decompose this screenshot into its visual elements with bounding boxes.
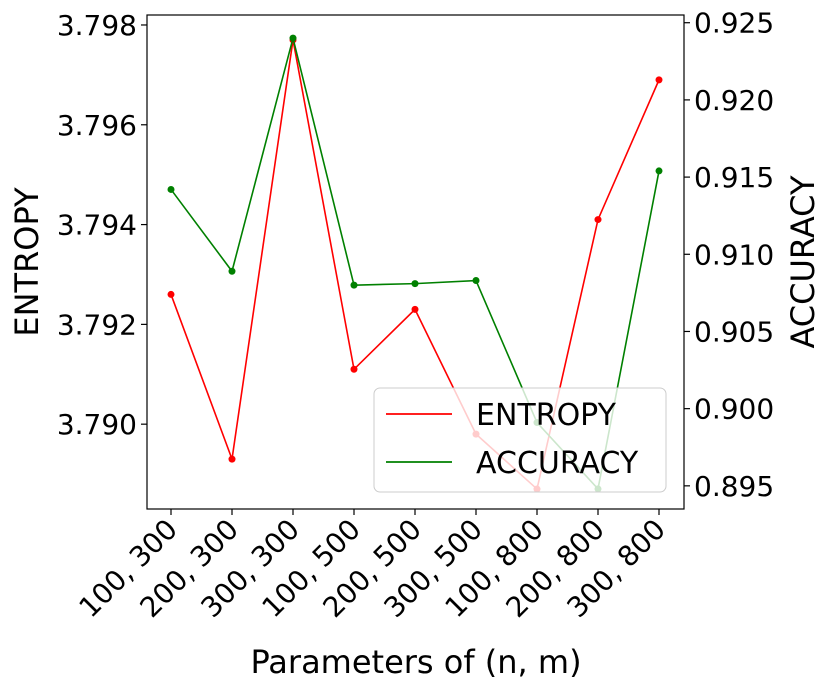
- right-y-tick-label: 0.895: [694, 470, 774, 503]
- data-point-entropy: [228, 455, 236, 463]
- x-axis-title: Parameters of (n, m): [250, 643, 581, 681]
- data-point-accuracy: [350, 281, 358, 289]
- right-y-tick-label: 0.910: [694, 238, 774, 271]
- data-point-entropy: [594, 216, 602, 224]
- data-point-entropy: [655, 76, 663, 84]
- data-point-accuracy: [289, 34, 297, 42]
- legend-label: ACCURACY: [476, 446, 639, 481]
- legend-label: ENTROPY: [476, 398, 617, 433]
- left-y-tick-label: 3.794: [57, 209, 137, 242]
- legend: ENTROPY ACCURACY: [373, 387, 667, 493]
- data-point-accuracy: [472, 277, 480, 285]
- right-y-tick-label: 0.920: [694, 84, 774, 117]
- data-point-accuracy: [655, 167, 663, 175]
- left-y-tick-label: 3.796: [57, 109, 137, 142]
- right-y-tick-label: 0.900: [694, 393, 774, 426]
- left-y-tick-label: 3.790: [57, 408, 137, 441]
- data-point-entropy: [411, 305, 419, 313]
- data-point-accuracy: [167, 185, 175, 193]
- right-y-axis: 0.895 0.900 0.905 0.910 0.915 0.920 0.925: [684, 7, 774, 503]
- left-y-axis: 3.790 3.792 3.794 3.796 3.798: [57, 9, 147, 441]
- right-y-axis-title: ACCURACY: [784, 175, 822, 348]
- data-point-accuracy: [411, 280, 419, 288]
- left-y-axis-title: ENTROPY: [8, 187, 46, 337]
- right-y-tick-label: 0.905: [694, 315, 774, 348]
- data-point-entropy: [167, 290, 175, 298]
- data-point-entropy: [350, 365, 358, 373]
- right-y-tick-label: 0.925: [694, 7, 774, 40]
- right-y-tick-label: 0.915: [694, 161, 774, 194]
- left-y-tick-label: 3.798: [57, 9, 137, 42]
- left-y-tick-label: 3.792: [57, 308, 137, 341]
- data-point-accuracy: [228, 267, 236, 275]
